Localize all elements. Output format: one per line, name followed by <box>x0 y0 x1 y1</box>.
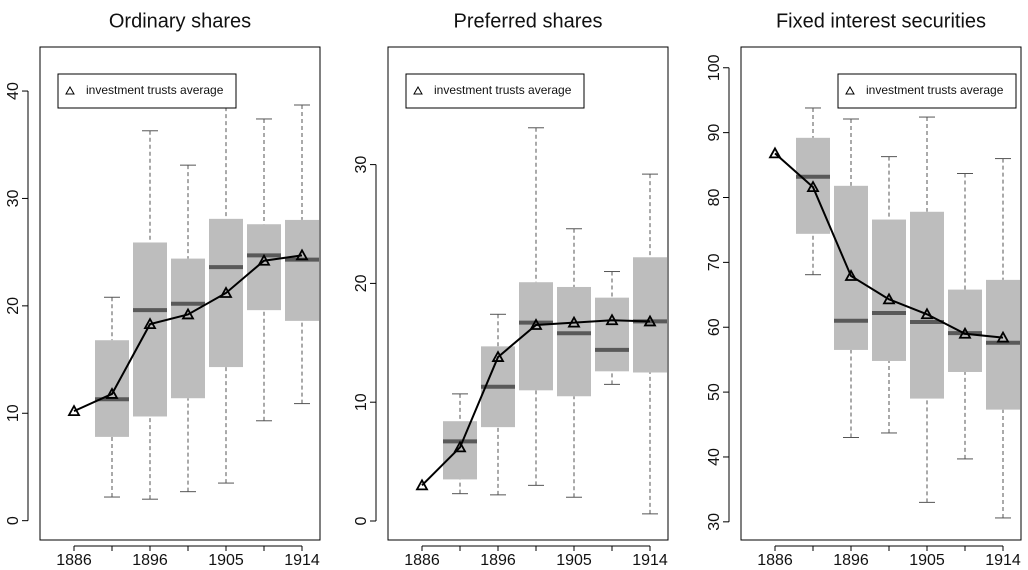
legend-box <box>837 73 1017 109</box>
box <box>285 219 319 321</box>
panel-title: Preferred shares <box>454 10 603 32</box>
point <box>643 314 657 327</box>
point <box>882 292 896 305</box>
point <box>143 317 157 330</box>
legend-symbol <box>65 85 75 95</box>
y-tick-label: 0 <box>353 516 370 525</box>
point <box>295 248 309 261</box>
legend-label: investment trusts average <box>434 83 572 97</box>
x-tick-label: 1896 <box>480 552 516 569</box>
legend-box <box>57 73 237 109</box>
y-tick-label: 90 <box>706 124 723 142</box>
point <box>453 440 467 453</box>
box <box>247 224 281 311</box>
point <box>219 286 233 298</box>
box <box>872 219 906 361</box>
box <box>171 258 205 399</box>
y-tick-label: 20 <box>5 297 22 315</box>
x-tick-label: 1905 <box>556 552 592 569</box>
panel: Ordinary shares 0 10 20 30 40 1886 1896 1905 1914… <box>5 10 321 569</box>
panel: Fixed interest securities 30 40 50 60 70 80 90 1… <box>706 10 1022 569</box>
point <box>996 330 1010 343</box>
y-tick-label: 100 <box>706 54 723 81</box>
legend-label: investment trusts average <box>86 83 224 97</box>
x-tick-label: 1905 <box>909 552 945 569</box>
y-tick-label: 0 <box>5 516 22 525</box>
y-tick-label: 30 <box>353 156 370 174</box>
plot-frame <box>387 46 669 541</box>
x-tick-label: 1886 <box>56 552 92 569</box>
point <box>491 350 505 362</box>
x-tick-label: 1914 <box>284 552 320 569</box>
box <box>133 242 167 417</box>
x-tick-label: 1896 <box>132 552 168 569</box>
y-tick-label: 30 <box>706 513 723 531</box>
x-tick-label: 1886 <box>404 552 440 569</box>
series-line <box>774 152 1004 339</box>
point <box>529 318 543 330</box>
x-tick-label: 1896 <box>833 552 869 569</box>
point <box>806 180 820 193</box>
plot-frame <box>740 46 1022 541</box>
point <box>181 307 195 320</box>
y-tick-label: 10 <box>5 404 22 422</box>
point <box>567 315 581 328</box>
panel-title: Fixed interest securities <box>776 10 986 32</box>
y-tick-label: 70 <box>706 253 723 271</box>
point <box>257 253 271 266</box>
box <box>443 421 477 480</box>
point <box>67 404 81 417</box>
box <box>595 297 629 372</box>
y-tick-label: 10 <box>353 393 370 411</box>
y-tick-label: 40 <box>706 448 723 466</box>
y-tick-label: 40 <box>5 82 22 100</box>
panel-title: Ordinary shares <box>109 10 251 32</box>
box <box>519 282 553 391</box>
box <box>910 211 944 399</box>
x-tick-label: 1905 <box>208 552 244 569</box>
box <box>948 289 982 372</box>
point <box>844 269 858 281</box>
y-tick-label: 80 <box>706 188 723 206</box>
series-line <box>421 319 651 487</box>
y-tick-label: 50 <box>706 383 723 401</box>
point <box>958 326 972 339</box>
legend-symbol <box>845 85 855 95</box>
x-tick-label: 1886 <box>757 552 793 569</box>
point <box>768 146 782 159</box>
y-tick-label: 30 <box>5 189 22 207</box>
point <box>105 387 119 399</box>
series-line <box>73 254 303 413</box>
panel: Preferred shares 0 10 20 30 1886 1896 1905 1914 i… <box>353 10 669 569</box>
legend-symbol <box>413 85 423 95</box>
legend-label: investment trusts average <box>866 83 1004 97</box>
point <box>605 313 619 326</box>
point <box>415 478 429 491</box>
point <box>920 307 934 320</box>
y-tick-label: 20 <box>353 274 370 292</box>
box <box>834 185 868 350</box>
x-tick-label: 1914 <box>985 552 1021 569</box>
x-tick-label: 1914 <box>632 552 668 569</box>
box <box>557 286 591 397</box>
plot-frame <box>39 46 321 541</box>
legend-box <box>405 73 585 109</box>
y-tick-label: 60 <box>706 318 723 336</box>
